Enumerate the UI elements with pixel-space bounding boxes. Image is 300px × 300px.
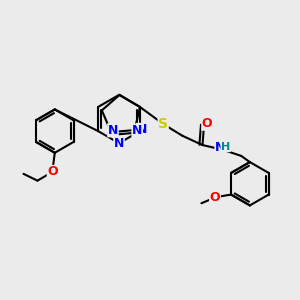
Text: O: O <box>47 166 58 178</box>
Text: N: N <box>132 124 142 137</box>
Text: N: N <box>108 124 118 137</box>
Text: N: N <box>215 141 225 154</box>
Text: N: N <box>136 123 147 136</box>
Text: O: O <box>210 190 220 204</box>
Text: N: N <box>114 137 124 150</box>
Text: O: O <box>202 117 212 130</box>
Text: H: H <box>221 142 230 152</box>
Text: S: S <box>158 117 168 131</box>
